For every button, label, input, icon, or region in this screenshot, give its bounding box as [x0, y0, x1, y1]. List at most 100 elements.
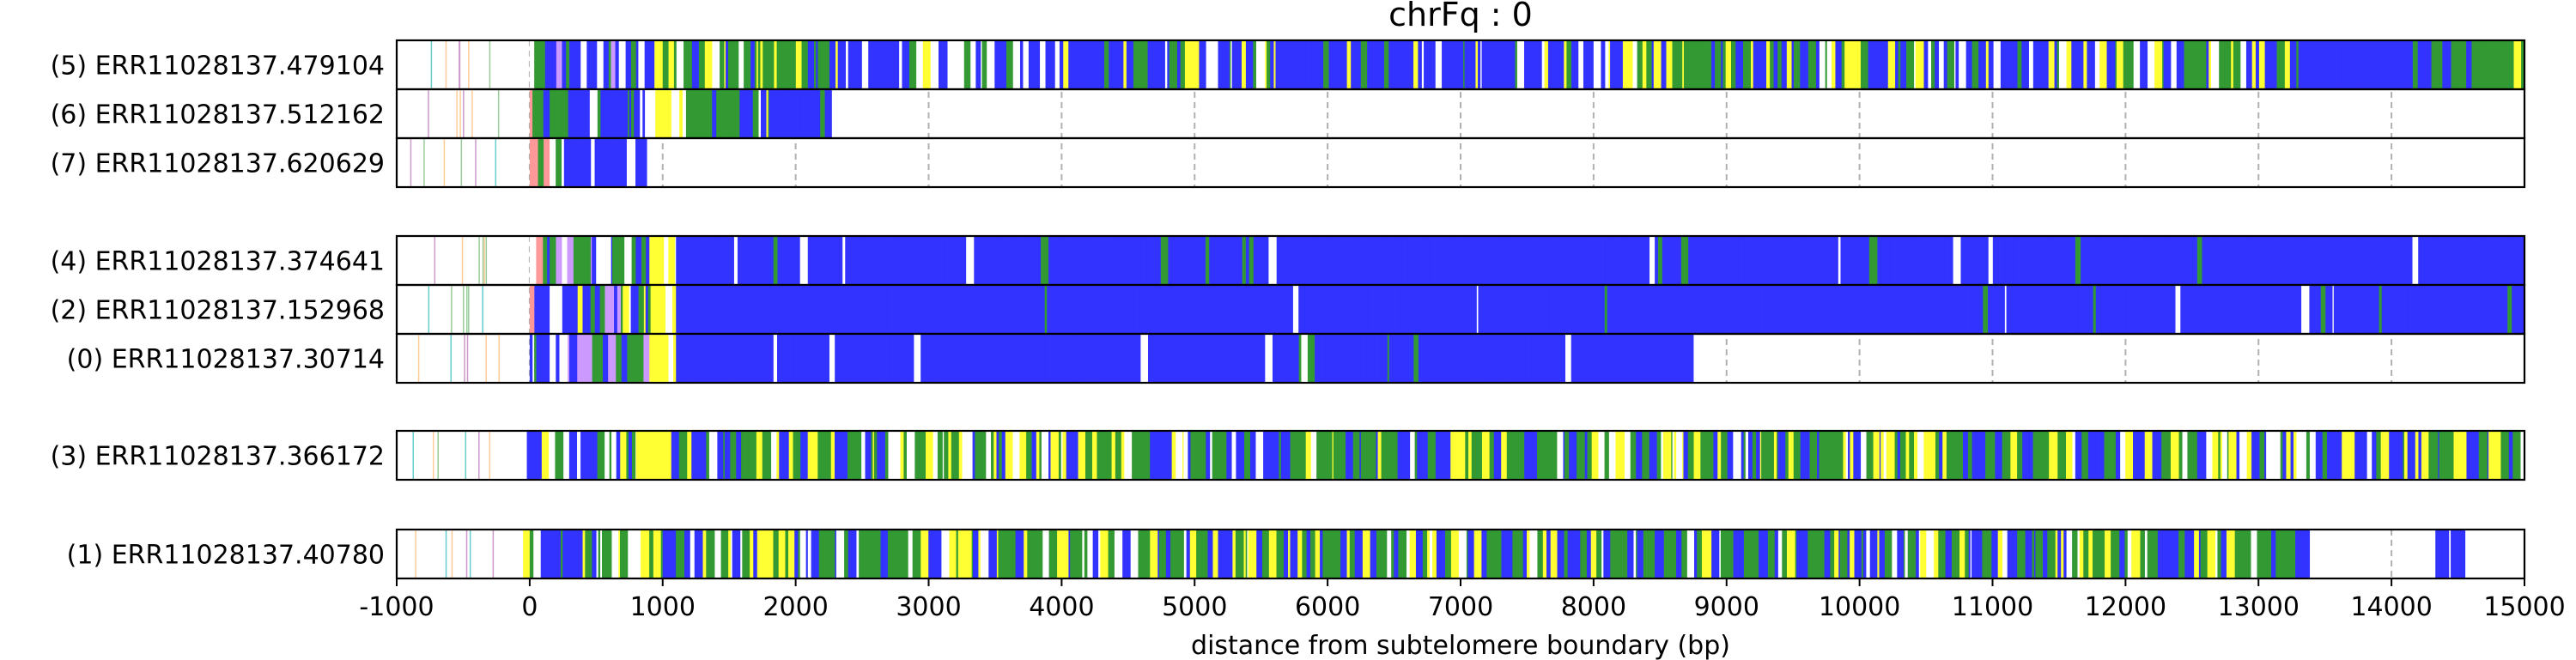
read-segment: [902, 530, 905, 578]
read-segment: [927, 236, 932, 285]
read-segment: [643, 285, 647, 334]
read-segment: [1346, 40, 1351, 89]
read-segment: [849, 431, 856, 480]
read-segment: [1105, 285, 1114, 334]
read-segment: [794, 530, 797, 578]
read-segment: [1550, 530, 1557, 578]
read-segment: [704, 40, 713, 89]
read-segment: [1398, 530, 1407, 578]
read-segment: [621, 334, 628, 383]
read-segment: [1263, 431, 1272, 480]
read-segment: [2071, 40, 2080, 89]
read-segment: [1564, 40, 1567, 89]
read-segment: [972, 431, 975, 480]
read-segment: [720, 236, 728, 285]
read-segment: [1718, 236, 1726, 285]
read-segment: [2403, 431, 2405, 480]
read-segment: [783, 334, 787, 383]
read-segment: [1436, 530, 1441, 578]
read-segment: [1540, 285, 1549, 334]
read-segment: [543, 334, 550, 383]
read-segment: [1470, 334, 1479, 383]
read-segment: [896, 236, 900, 285]
read-segment: [1328, 40, 1335, 89]
read-segment: [1493, 334, 1498, 383]
read-segment: [678, 236, 686, 285]
read-segment: [2016, 236, 2020, 285]
read-segment: [871, 40, 875, 89]
read-segment: [1273, 334, 1280, 383]
read-segment: [2175, 236, 2179, 285]
read-segment: [2481, 236, 2486, 285]
read-segment: [910, 530, 914, 578]
read-segment: [1711, 40, 1716, 89]
read-segment: [755, 285, 763, 334]
read-segment: [577, 285, 583, 334]
read-segment: [590, 285, 596, 334]
read-segment: [846, 334, 852, 383]
read-segment: [2260, 285, 2265, 334]
read-segment: [1291, 236, 1299, 285]
read-segment: [1679, 40, 1683, 89]
read-segment: [1909, 431, 1915, 480]
read-segment: [1724, 236, 1728, 285]
read-segment: [1150, 431, 1159, 480]
read-segment: [2022, 431, 2030, 480]
read-segment: [1551, 40, 1558, 89]
read-segment: [980, 285, 989, 334]
read-segment: [600, 138, 609, 187]
read-segment: [478, 236, 480, 285]
read-segment: [1520, 285, 1527, 334]
read-segment: [2349, 40, 2356, 89]
read-segment: [2115, 431, 2121, 480]
read-segment: [1200, 334, 1208, 383]
read-segment: [2304, 530, 2311, 578]
read-segment: [465, 530, 468, 578]
read-segment: [1296, 334, 1300, 383]
read-segment: [1595, 285, 1602, 334]
read-segment: [1012, 431, 1020, 480]
read-segment: [2182, 431, 2184, 480]
read-segment: [1788, 285, 1796, 334]
read-segment: [1036, 431, 1040, 480]
read-segment: [2329, 236, 2337, 285]
read-segment: [958, 236, 965, 285]
read-segment: [590, 236, 592, 285]
read-segment: [2466, 285, 2475, 334]
read-segment: [1196, 236, 1204, 285]
read-segment: [753, 530, 758, 578]
read-segment: [1048, 285, 1054, 334]
read-segment: [2438, 431, 2439, 480]
read-segment: [1382, 236, 1387, 285]
read-segment: [1399, 236, 1402, 285]
read-segment: [1680, 236, 1689, 285]
read-segment: [1052, 285, 1058, 334]
read-segment: [459, 40, 460, 89]
read-segment: [952, 40, 957, 89]
read-segment: [2325, 285, 2332, 334]
read-segment: [756, 40, 759, 89]
read-segment: [1875, 40, 1879, 89]
read-segment: [2475, 236, 2482, 285]
read-segment: [1142, 285, 1148, 334]
read-segment: [1029, 530, 1034, 578]
read-segment: [628, 431, 633, 480]
read-segment: [1008, 285, 1012, 334]
read-segment: [1819, 530, 1821, 578]
x-tick-label: 4000: [1029, 592, 1094, 622]
read-segment: [1351, 334, 1354, 383]
read-segment: [1024, 530, 1028, 578]
read-segment: [1091, 334, 1096, 383]
read-segment: [554, 530, 562, 578]
read-segment: [1879, 431, 1881, 480]
read-segment: [2066, 40, 2072, 89]
read-segment: [1157, 530, 1160, 578]
read-segment: [1844, 40, 1853, 89]
read-segment: [1786, 40, 1790, 89]
read-segment: [1819, 40, 1826, 89]
read-segment: [1032, 40, 1041, 89]
read-segment: [560, 530, 563, 578]
read-segment: [807, 236, 814, 285]
read-segment: [2229, 285, 2238, 334]
read-segment: [2040, 40, 2050, 89]
